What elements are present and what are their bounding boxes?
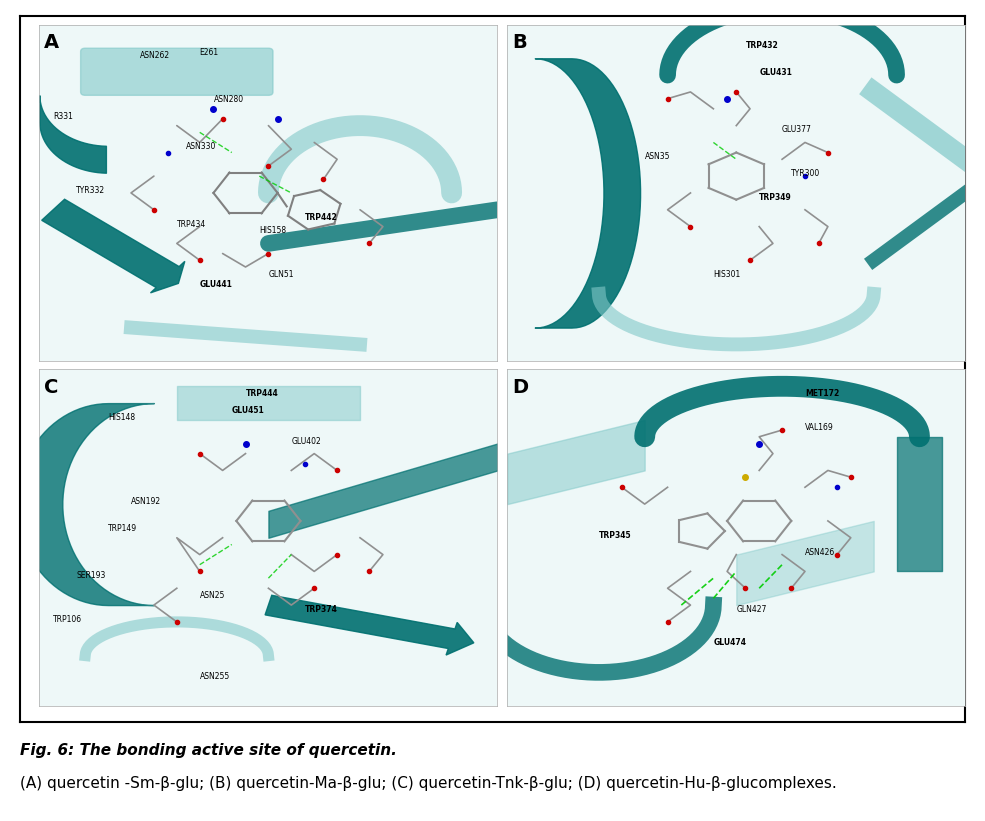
Text: TRP349: TRP349 [759,193,792,202]
Text: VAL169: VAL169 [805,423,833,432]
Text: (A) quercetin -Sm-β-glu; (B) quercetin-Ma-β-glu; (C) quercetin-Tnk-β-glu; (D) qu: (A) quercetin -Sm-β-glu; (B) quercetin-M… [20,776,836,791]
Text: R331: R331 [53,112,73,121]
FancyArrow shape [41,200,185,293]
Text: TYR300: TYR300 [791,169,821,178]
Text: GLU377: GLU377 [782,126,812,135]
FancyArrow shape [265,595,474,655]
Text: HIS158: HIS158 [259,227,287,236]
Text: ASN192: ASN192 [131,497,162,506]
Text: C: C [44,378,59,397]
Text: ASN255: ASN255 [200,672,230,681]
Text: TRP106: TRP106 [53,615,83,624]
Text: ASN25: ASN25 [200,591,226,600]
Text: D: D [512,378,528,397]
Text: HIS301: HIS301 [713,270,741,279]
Text: GLU474: GLU474 [713,639,747,648]
Text: TRP345: TRP345 [599,530,631,539]
Text: HIS148: HIS148 [108,413,135,422]
Text: GLU451: GLU451 [231,406,265,415]
Text: TRP432: TRP432 [746,41,778,50]
Text: Fig. 6: The bonding active site of quercetin.: Fig. 6: The bonding active site of querc… [20,743,397,758]
Text: GLU402: GLU402 [292,437,321,446]
Text: ASN426: ASN426 [805,548,835,557]
Text: A: A [44,33,59,52]
Text: ASN280: ASN280 [214,95,243,104]
Text: TRP442: TRP442 [305,213,338,222]
Text: TRP444: TRP444 [245,389,278,398]
Text: TRP374: TRP374 [305,605,338,614]
Text: GLU441: GLU441 [200,280,232,289]
Text: E261: E261 [200,48,219,57]
Text: ASN35: ASN35 [645,152,670,161]
Text: SER193: SER193 [76,571,105,580]
Text: GLN427: GLN427 [737,605,766,614]
Text: GLN51: GLN51 [268,270,294,279]
Text: MET172: MET172 [805,389,839,398]
Text: B: B [512,33,527,52]
Text: TRP434: TRP434 [177,219,206,228]
Text: GLU431: GLU431 [759,68,792,77]
Text: ASN262: ASN262 [140,51,170,60]
Text: ASN330: ASN330 [186,142,217,151]
Text: TYR332: TYR332 [76,186,105,195]
FancyBboxPatch shape [81,48,273,95]
Text: TRP149: TRP149 [108,524,137,533]
